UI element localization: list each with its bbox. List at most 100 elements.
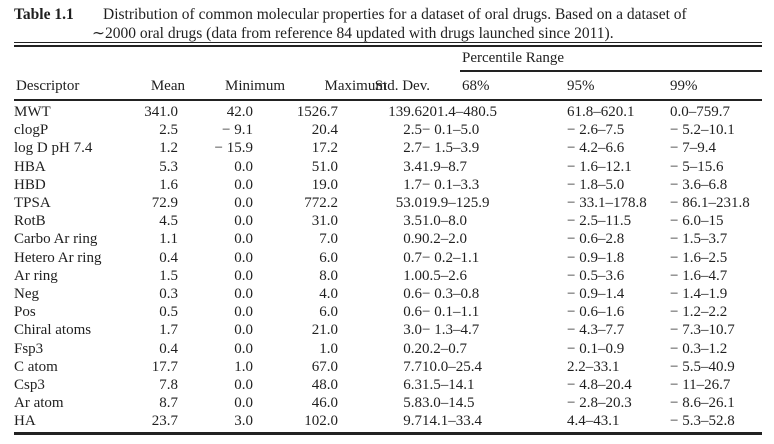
value-cell: 0.0 — [234, 267, 253, 284]
value-cell: 19.0 — [311, 176, 338, 193]
value-cell: 7.8 — [159, 377, 178, 394]
column-header-std-dev: Std. Dev. — [374, 78, 430, 94]
value-cell: 19.9–125.9 — [422, 195, 490, 212]
column-header-mean: Mean — [150, 78, 185, 94]
table-row: Neg 0.3 0.0 4.0 0.6− 0.3–0.8 − 0.9–1.4 − 1.4–1… — [14, 285, 762, 303]
value-cell: 102.0 — [304, 413, 338, 430]
table-row: C atom 17.7 1.0 67.0 7.7 10.0–25.4 2.2–33.1 − 5… — [14, 358, 762, 376]
bottom-rule — [14, 432, 762, 435]
value-cell: − 0.5–3.6 — [567, 267, 625, 284]
value-cell: 42.0 — [226, 104, 253, 120]
column-header-descriptor: Descriptor — [16, 78, 80, 94]
value-cell: − 0.9–1.4 — [567, 286, 625, 303]
descriptor-cell: Ar ring — [14, 267, 58, 284]
value-cell: 0.0 — [234, 395, 253, 412]
descriptor-cell: HBD — [14, 176, 46, 193]
value-cell: − 0.1–0.9 — [567, 340, 625, 357]
value-cell: − 0.9–1.8 — [567, 249, 625, 266]
value-cell: 2.7 — [403, 140, 422, 157]
value-cell: 201.4–480.5 — [422, 104, 497, 120]
value-cell: 1526.7 — [296, 104, 338, 120]
table-row: Pos 0.5 0.0 6.0 0.6− 0.1–1.1 − 0.6–1.6 − 1.2–2… — [14, 303, 762, 321]
value-cell: 0.0 — [234, 304, 253, 321]
value-cell: 0.0 — [234, 176, 253, 193]
column-header-99pct: 99% — [670, 78, 698, 94]
table-number: Table 1.1 — [14, 6, 74, 23]
value-cell: 0.0 — [234, 377, 253, 394]
value-cell: 1.0 — [403, 267, 422, 284]
descriptor-cell: clogP — [14, 122, 49, 139]
value-cell: − 1.2–2.2 — [670, 304, 728, 321]
value-cell: 772.2 — [304, 195, 338, 212]
value-cell: 17.7 — [151, 358, 178, 375]
value-cell: 9.7 — [403, 413, 422, 430]
table-row: HA 23.7 3.0 102.0 9.7 14.1–33.4 4.4–43.1 − 5.3–… — [14, 412, 762, 430]
value-cell: 6.3 — [403, 377, 422, 394]
value-cell: 3.0–14.5 — [422, 395, 475, 412]
value-cell: − 0.6–2.8 — [567, 231, 625, 248]
descriptor-cell: TPSA — [14, 195, 51, 212]
value-cell: 0.6 — [403, 286, 422, 303]
value-cell: − 4.8–20.4 — [567, 377, 632, 394]
descriptor-cell: log D pH 7.4 — [14, 140, 93, 157]
value-cell: 6.0 — [319, 249, 338, 266]
value-cell: − 0.3–0.8 — [422, 286, 480, 303]
value-cell: 0.2 — [403, 340, 422, 357]
descriptor-cell: Fsp3 — [14, 340, 44, 357]
value-cell: 2.5 — [403, 122, 422, 139]
value-cell: 53.0 — [395, 195, 422, 212]
value-cell: 3.0 — [234, 413, 253, 430]
column-header-minimum: Minimum — [224, 78, 285, 94]
table-row: Fsp3 0.4 0.0 1.0 0.2 0.2–0.7 − 0.1–0.9 − 0.3–1.… — [14, 340, 762, 358]
value-cell: − 1.8–5.0 — [567, 176, 625, 193]
value-cell: 0.5 — [159, 304, 178, 321]
value-cell: 4.4–43.1 — [567, 413, 620, 430]
value-cell: 0.0 — [234, 249, 253, 266]
caption-line-1: Distribution of common molecular propert… — [103, 6, 687, 23]
value-cell: 0.7 — [403, 249, 422, 266]
percentile-range-group-header: Percentile Range — [462, 50, 565, 66]
value-cell: − 4.2–6.6 — [567, 140, 625, 157]
value-cell: − 1.6–2.5 — [670, 249, 728, 266]
table-row: HBA 5.3 0.0 51.0 3.4 1.9–8.7 − 1.6–12.1 − 5–15.… — [14, 158, 762, 176]
top-rule-thin — [14, 42, 762, 43]
table-row: MWT 341.0 42.0 1526.7 139.6 201.4–480.5 61.8–6… — [14, 103, 762, 121]
value-cell: 139.6 — [388, 104, 422, 120]
caption-line-2: ∼2000 oral drugs (data from reference 84… — [92, 25, 614, 42]
value-cell: − 0.3–1.2 — [670, 340, 728, 357]
value-cell: 0.0 — [234, 213, 253, 230]
value-cell: 67.0 — [311, 358, 338, 375]
value-cell: − 5.2–10.1 — [670, 122, 735, 139]
value-cell: − 2.6–7.5 — [567, 122, 625, 139]
value-cell: − 1.3–4.7 — [422, 322, 480, 339]
value-cell: 1.0 — [234, 358, 253, 375]
value-cell: − 0.1–3.3 — [422, 176, 480, 193]
table-row: RotB 4.5 0.0 31.0 3.5 1.0–8.0 − 2.5–11.5 − 6.0–… — [14, 212, 762, 230]
value-cell: − 11–26.7 — [670, 377, 731, 394]
value-cell: 0.4 — [159, 249, 178, 266]
table-row: Hetero Ar ring 0.4 0.0 6.0 0.7− 0.2–1.1 − 0.9… — [14, 249, 762, 267]
value-cell: 0.2–0.7 — [422, 340, 467, 357]
value-cell: 0.0 — [234, 195, 253, 212]
table-row: Ar ring 1.5 0.0 8.0 1.0 0.5–2.6 − 0.5–3.6 − 1.6… — [14, 267, 762, 285]
value-cell: 0.0 — [234, 286, 253, 303]
descriptor-cell: Csp3 — [14, 377, 45, 394]
descriptor-cell: Hetero Ar ring — [14, 249, 102, 266]
table-caption-text: Distribution of common molecular propert… — [92, 5, 764, 43]
value-cell: 51.0 — [311, 158, 338, 175]
value-cell: 3.5 — [403, 213, 422, 230]
value-cell: − 1.4–1.9 — [670, 286, 728, 303]
value-cell: 0.5–2.6 — [422, 267, 467, 284]
value-cell: 8.0 — [319, 267, 338, 284]
value-cell: 1.5 — [159, 267, 178, 284]
value-cell: 0.3 — [159, 286, 178, 303]
value-cell: − 7.3–10.7 — [670, 322, 735, 339]
value-cell: 4.5 — [159, 213, 178, 230]
value-cell: − 7–9.4 — [670, 140, 716, 157]
value-cell: 2.2–33.1 — [567, 358, 620, 375]
value-cell: 1.2 — [159, 140, 178, 157]
value-cell: 3.4 — [403, 158, 422, 175]
value-cell: − 15.9 — [214, 140, 253, 157]
column-header-68pct: 68% — [462, 78, 490, 94]
